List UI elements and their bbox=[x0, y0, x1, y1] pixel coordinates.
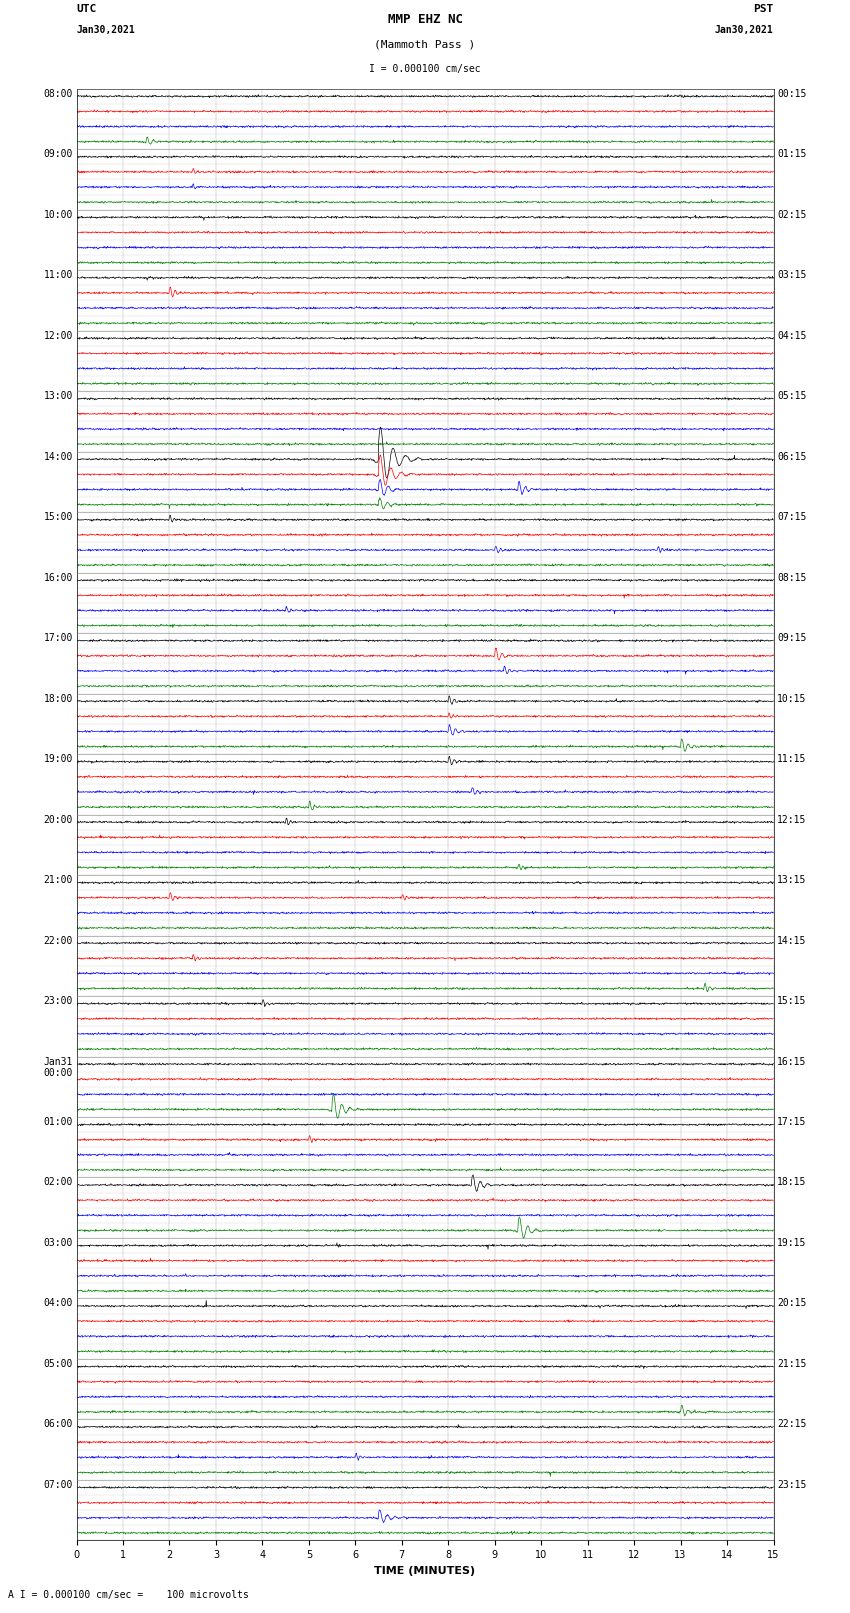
Text: 13:15: 13:15 bbox=[777, 876, 807, 886]
Text: 22:15: 22:15 bbox=[777, 1419, 807, 1429]
Text: 23:00: 23:00 bbox=[43, 997, 73, 1007]
Text: 09:15: 09:15 bbox=[777, 634, 807, 644]
Text: 19:15: 19:15 bbox=[777, 1239, 807, 1248]
Text: 00:15: 00:15 bbox=[777, 89, 807, 98]
Text: 13:00: 13:00 bbox=[43, 392, 73, 402]
Text: 17:00: 17:00 bbox=[43, 634, 73, 644]
Text: 12:00: 12:00 bbox=[43, 331, 73, 340]
Text: 17:15: 17:15 bbox=[777, 1118, 807, 1127]
Text: I = 0.000100 cm/sec: I = 0.000100 cm/sec bbox=[369, 65, 481, 74]
Text: 08:00: 08:00 bbox=[43, 89, 73, 98]
Text: 04:00: 04:00 bbox=[43, 1298, 73, 1308]
Text: 01:15: 01:15 bbox=[777, 150, 807, 160]
Text: 08:15: 08:15 bbox=[777, 573, 807, 582]
Text: 11:15: 11:15 bbox=[777, 755, 807, 765]
Text: 16:15: 16:15 bbox=[777, 1057, 807, 1066]
Text: 03:15: 03:15 bbox=[777, 271, 807, 281]
Text: 05:00: 05:00 bbox=[43, 1358, 73, 1369]
Text: 15:00: 15:00 bbox=[43, 513, 73, 523]
Text: 19:00: 19:00 bbox=[43, 755, 73, 765]
Text: 02:15: 02:15 bbox=[777, 210, 807, 219]
Text: 06:15: 06:15 bbox=[777, 452, 807, 461]
Text: 14:15: 14:15 bbox=[777, 936, 807, 945]
Text: 12:15: 12:15 bbox=[777, 815, 807, 824]
Text: 23:15: 23:15 bbox=[777, 1481, 807, 1490]
Text: 07:00: 07:00 bbox=[43, 1481, 73, 1490]
Text: 09:00: 09:00 bbox=[43, 150, 73, 160]
Text: 21:15: 21:15 bbox=[777, 1358, 807, 1369]
Text: Jan30,2021: Jan30,2021 bbox=[715, 24, 774, 35]
Text: 04:15: 04:15 bbox=[777, 331, 807, 340]
Text: UTC: UTC bbox=[76, 5, 97, 15]
Text: MMP EHZ NC: MMP EHZ NC bbox=[388, 13, 462, 26]
Text: 02:00: 02:00 bbox=[43, 1177, 73, 1187]
Text: 06:00: 06:00 bbox=[43, 1419, 73, 1429]
Text: 15:15: 15:15 bbox=[777, 997, 807, 1007]
Text: 21:00: 21:00 bbox=[43, 876, 73, 886]
Text: Jan31
00:00: Jan31 00:00 bbox=[43, 1057, 73, 1077]
Text: 20:00: 20:00 bbox=[43, 815, 73, 824]
Text: 20:15: 20:15 bbox=[777, 1298, 807, 1308]
Text: 01:00: 01:00 bbox=[43, 1118, 73, 1127]
Text: 16:00: 16:00 bbox=[43, 573, 73, 582]
Text: 10:00: 10:00 bbox=[43, 210, 73, 219]
Text: 18:00: 18:00 bbox=[43, 694, 73, 703]
Text: (Mammoth Pass ): (Mammoth Pass ) bbox=[374, 40, 476, 50]
Text: 10:15: 10:15 bbox=[777, 694, 807, 703]
Text: A I = 0.000100 cm/sec =    100 microvolts: A I = 0.000100 cm/sec = 100 microvolts bbox=[8, 1590, 249, 1600]
Text: 11:00: 11:00 bbox=[43, 271, 73, 281]
Text: 03:00: 03:00 bbox=[43, 1239, 73, 1248]
Text: 22:00: 22:00 bbox=[43, 936, 73, 945]
X-axis label: TIME (MINUTES): TIME (MINUTES) bbox=[375, 1566, 475, 1576]
Text: 14:00: 14:00 bbox=[43, 452, 73, 461]
Text: 18:15: 18:15 bbox=[777, 1177, 807, 1187]
Text: PST: PST bbox=[753, 5, 774, 15]
Text: 07:15: 07:15 bbox=[777, 513, 807, 523]
Text: 05:15: 05:15 bbox=[777, 392, 807, 402]
Text: Jan30,2021: Jan30,2021 bbox=[76, 24, 135, 35]
